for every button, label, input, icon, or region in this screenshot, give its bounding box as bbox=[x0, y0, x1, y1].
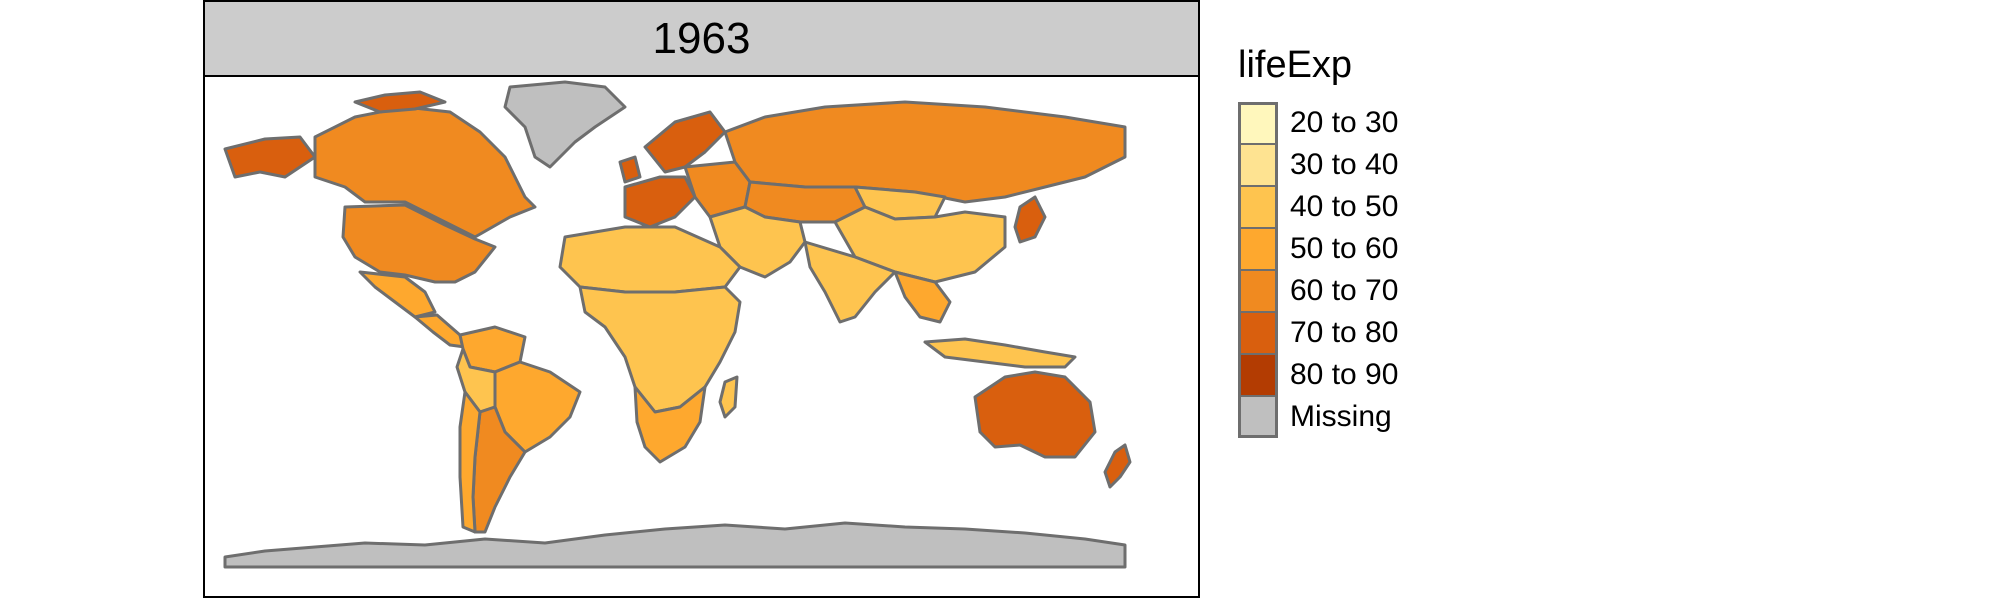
region-southern-africa bbox=[633, 385, 707, 464]
legend-item: 40 to 50 bbox=[1238, 186, 1398, 228]
legend-item: Missing bbox=[1238, 396, 1398, 438]
legend-swatch bbox=[1238, 354, 1278, 396]
region-japan bbox=[1013, 195, 1047, 244]
legend-label: 20 to 30 bbox=[1290, 106, 1399, 139]
region-uk bbox=[618, 155, 642, 184]
region-new-zealand bbox=[1103, 443, 1132, 489]
legend-swatch bbox=[1238, 228, 1278, 270]
legend-label: Missing bbox=[1290, 400, 1392, 433]
legend-label: 40 to 50 bbox=[1290, 190, 1399, 223]
legend-item: 30 to 40 bbox=[1238, 144, 1398, 186]
legend-item: 20 to 30 bbox=[1238, 102, 1398, 144]
region-india bbox=[803, 240, 897, 324]
map-panel: 1963 bbox=[203, 0, 1200, 598]
legend-items: 20 to 30 30 to 40 40 to 50 50 to 60 60 t… bbox=[1238, 102, 1398, 438]
region-greenland bbox=[503, 80, 627, 169]
legend-item: 50 to 60 bbox=[1238, 228, 1398, 270]
legend-swatch bbox=[1238, 102, 1278, 144]
region-indonesia bbox=[923, 337, 1077, 369]
region-canada-arctic bbox=[353, 90, 447, 114]
facet-label: 1963 bbox=[652, 13, 751, 63]
legend-label: 70 to 80 bbox=[1290, 316, 1399, 349]
region-canada bbox=[313, 105, 537, 239]
region-usa bbox=[341, 203, 497, 284]
region-north-africa bbox=[558, 225, 742, 294]
region-scandinavia bbox=[643, 110, 727, 174]
legend-swatch bbox=[1238, 396, 1278, 438]
legend-swatch bbox=[1238, 312, 1278, 354]
region-mexico bbox=[358, 270, 437, 319]
world-map bbox=[223, 80, 1132, 569]
legend-label: 60 to 70 bbox=[1290, 274, 1399, 307]
region-southeast-asia bbox=[893, 270, 952, 324]
legend-item: 70 to 80 bbox=[1238, 312, 1398, 354]
region-australia bbox=[973, 370, 1097, 459]
region-sub-saharan-africa bbox=[578, 285, 742, 414]
region-alaska bbox=[223, 135, 317, 179]
region-western-europe bbox=[623, 175, 697, 229]
facet-strip: 1963 bbox=[205, 2, 1198, 77]
region-chile bbox=[458, 390, 482, 534]
legend-swatch bbox=[1238, 270, 1278, 312]
legend-label: 30 to 40 bbox=[1290, 148, 1399, 181]
region-central-america bbox=[413, 313, 467, 349]
legend-item: 80 to 90 bbox=[1238, 354, 1398, 396]
legend-swatch bbox=[1238, 186, 1278, 228]
region-antarctica bbox=[223, 521, 1127, 569]
legend-swatch bbox=[1238, 144, 1278, 186]
legend-label: 80 to 90 bbox=[1290, 358, 1399, 391]
region-madagascar bbox=[718, 375, 739, 419]
legend-item: 60 to 70 bbox=[1238, 270, 1398, 312]
legend-title: lifeExp bbox=[1238, 44, 1353, 86]
legend-label: 50 to 60 bbox=[1290, 232, 1399, 265]
legend: lifeExp 20 to 30 30 to 40 40 to 50 50 to… bbox=[1238, 46, 1398, 438]
